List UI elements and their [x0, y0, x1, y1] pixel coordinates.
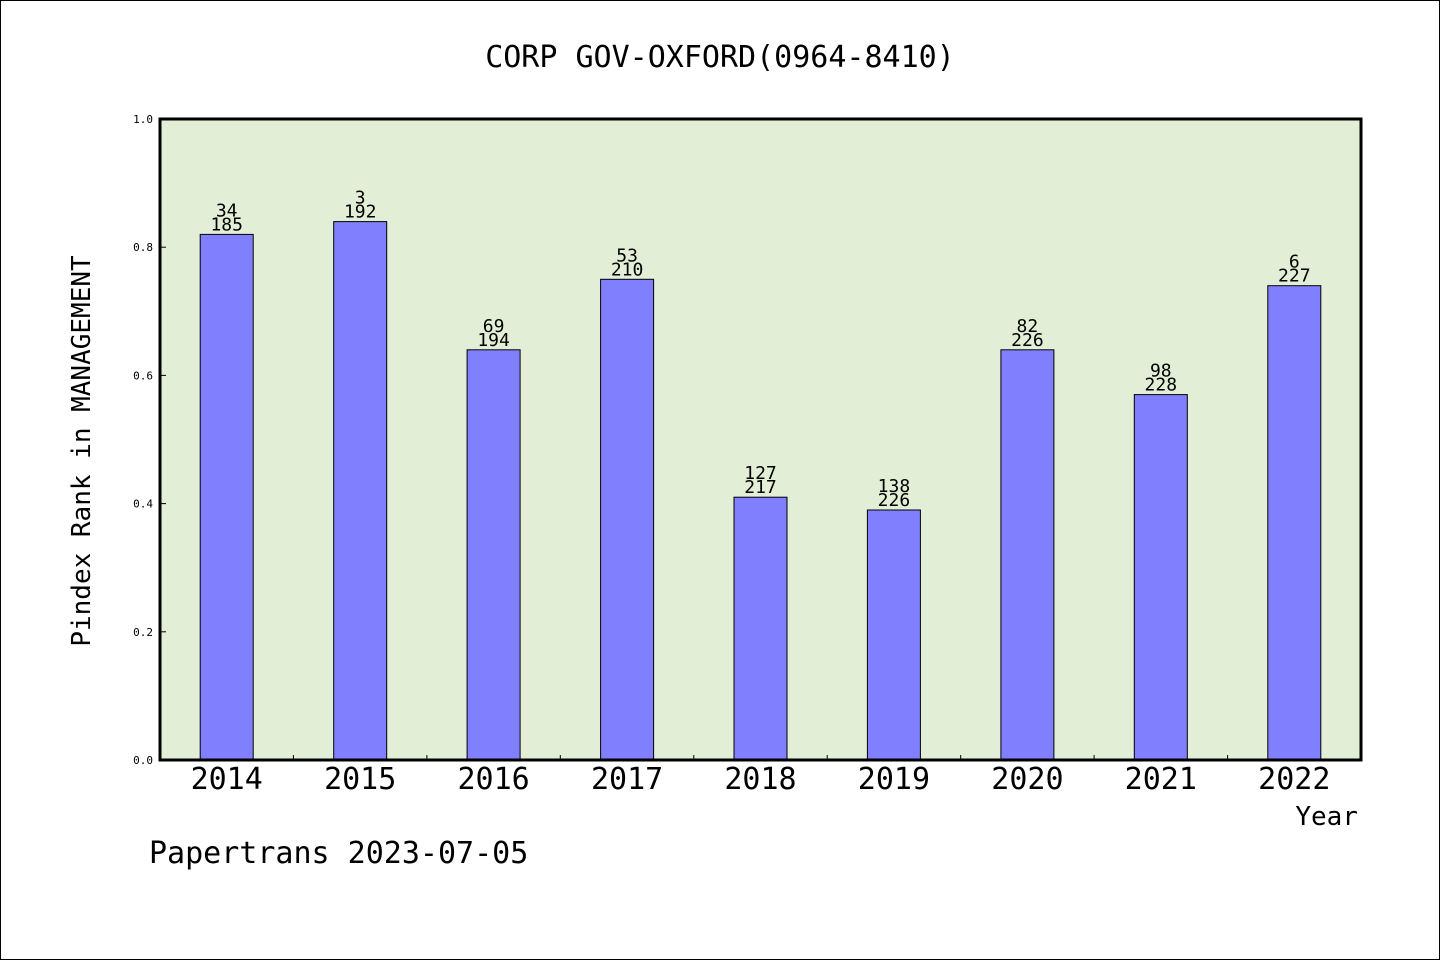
bar-label-bottom-2021: 228: [1145, 375, 1178, 396]
x-tick-label-2021: 2021: [1125, 762, 1197, 797]
bar-label-bottom-2015: 192: [344, 202, 377, 223]
chart-title: CORP GOV-OXFORD(0964-8410): [485, 40, 955, 75]
plot-border: [158, 117, 1363, 762]
bar-label-bottom-2016: 194: [477, 330, 510, 351]
y-tick-label: 0.2: [133, 626, 153, 639]
bar-label-top-2018: 127: [744, 463, 777, 484]
x-tick-label-2022: 2022: [1258, 762, 1330, 797]
x-axis-label: Year: [1295, 802, 1358, 832]
footer-text: Papertrans 2023-07-05: [149, 836, 528, 871]
y-tick-label: 1.0: [133, 113, 153, 126]
x-tick-label-2015: 2015: [324, 762, 396, 797]
bar-2014: [199, 233, 254, 761]
bar-2022: [1267, 285, 1322, 761]
bar-2019: [866, 509, 921, 761]
bar-2017: [600, 278, 655, 761]
bar-2015: [333, 221, 388, 761]
bar-2016: [466, 349, 521, 761]
bar-label-bottom-2017: 210: [611, 259, 644, 280]
y-tick-label: 0.8: [133, 241, 153, 254]
bar-label-bottom-2014: 185: [210, 214, 243, 235]
bar-label-top-2019: 138: [878, 476, 911, 497]
bar-label-top-2014: 34: [216, 200, 238, 221]
bars-group: [199, 221, 1322, 761]
x-tick-label-2018: 2018: [724, 762, 796, 797]
x-tick-label-2017: 2017: [591, 762, 663, 797]
bar-2018: [733, 496, 788, 761]
bar-2020: [1000, 349, 1055, 761]
bar-label-bottom-2018: 217: [744, 477, 777, 498]
bar-label-top-2022: 6: [1289, 252, 1300, 273]
x-tick-label-2016: 2016: [457, 762, 529, 797]
y-tick-label: 0.4: [133, 498, 153, 511]
bar-label-top-2016: 69: [483, 316, 505, 337]
y-tick-label: 0.0: [133, 754, 153, 767]
y-tick-label: 0.6: [133, 369, 153, 382]
x-tick-label-2019: 2019: [858, 762, 930, 797]
bar-label-top-2020: 82: [1017, 316, 1039, 337]
y-axis-label: Pindex Rank in MANAGEMENT: [67, 255, 97, 647]
bar-label-top-2017: 53: [616, 245, 638, 266]
bar-label-bottom-2020: 226: [1011, 330, 1044, 351]
bar-label-top-2015: 3: [355, 188, 366, 209]
x-tick-label-2014: 2014: [191, 762, 263, 797]
bar-label-bottom-2022: 227: [1278, 266, 1311, 287]
bar-label-bottom-2019: 226: [878, 490, 911, 511]
bar-label-top-2021: 98: [1150, 361, 1172, 382]
x-axis: 2014 2015 2016 2017 2018 2019 2020 2021 2022: [191, 755, 1330, 797]
x-tick-label-2020: 2020: [991, 762, 1063, 797]
bar-2021: [1133, 394, 1188, 761]
